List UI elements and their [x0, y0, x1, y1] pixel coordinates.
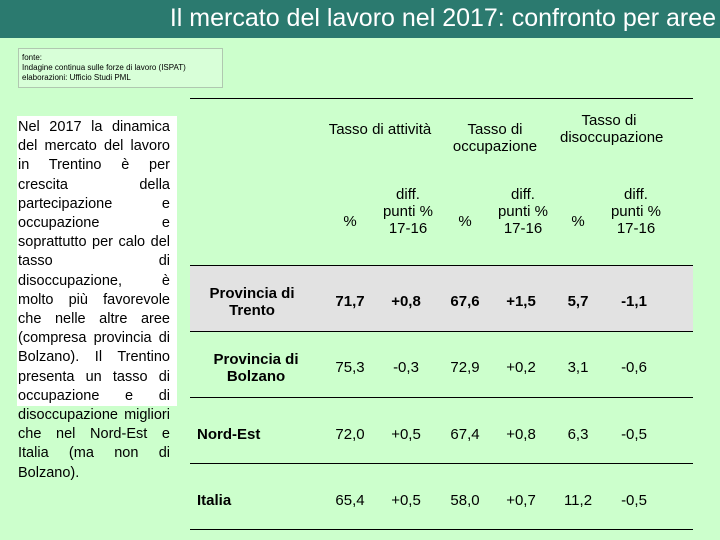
subheader-diff: diff. punti % 17-16 — [610, 186, 662, 237]
header-activity-rate: Tasso di attività — [328, 121, 432, 138]
table-cell: 58,0 — [450, 492, 480, 509]
page-title: Il mercato del lavoro nel 2017: confront… — [169, 4, 716, 32]
row-rule — [190, 397, 693, 398]
table-cell: -0,6 — [621, 359, 647, 376]
table-bottom-rule — [190, 529, 693, 530]
subheader-diff: diff. punti % 17-16 — [382, 186, 434, 237]
subheader-pct: % — [458, 213, 472, 230]
subheader-pct: % — [571, 213, 585, 230]
table-cell: 71,7 — [335, 293, 365, 310]
table-cell: +0,7 — [506, 492, 536, 509]
subheader-pct: % — [343, 213, 357, 230]
table-cell: +0,2 — [506, 359, 536, 376]
commentary-text: Nel 2017 la dinamica del mercato del lav… — [18, 119, 170, 481]
table-cell: 65,4 — [335, 492, 365, 509]
table-cell: -0,5 — [621, 426, 647, 443]
trento-row-highlight — [190, 265, 693, 331]
table-cell: -1,1 — [621, 293, 647, 310]
table-cell: 67,4 — [450, 426, 480, 443]
header-unemployment-rate: Tasso di disoccupazione — [560, 112, 664, 146]
note-background — [17, 116, 177, 406]
source-survey: Indagine continua sulle forze di lavoro … — [22, 63, 186, 72]
row-rule — [190, 463, 693, 464]
table-top-rule — [190, 98, 693, 99]
table-cell: +0,5 — [391, 492, 421, 509]
table-cell: -0,5 — [621, 492, 647, 509]
row-label-italia: Italia — [197, 492, 232, 509]
table-cell: 3,1 — [567, 359, 589, 376]
table-cell: 72,0 — [335, 426, 365, 443]
table-cell: 72,9 — [450, 359, 480, 376]
row-label-bolzano: Provincia di Bolzano — [213, 351, 299, 385]
table-cell: 11,2 — [563, 492, 593, 509]
row-rule — [190, 331, 693, 332]
table-cell: -0,3 — [393, 359, 419, 376]
row-label-nord-est: Nord-Est — [197, 426, 261, 443]
header-bottom-rule — [190, 265, 693, 266]
header-employment-rate: Tasso di occupazione — [452, 121, 538, 155]
row-label-trento: Provincia di Trento — [209, 285, 295, 319]
table-cell: +0,8 — [506, 426, 536, 443]
table-cell: +1,5 — [506, 293, 536, 310]
table-cell: +0,5 — [391, 426, 421, 443]
title-bar — [0, 0, 720, 38]
table-cell: 6,3 — [567, 426, 589, 443]
table-cell: +0,8 — [391, 293, 421, 310]
subheader-diff: diff. punti % 17-16 — [497, 186, 549, 237]
source-elaboration: elaborazioni: Ufficio Studi PML — [22, 73, 131, 82]
table-cell: 5,7 — [567, 293, 589, 310]
table-cell: 75,3 — [335, 359, 365, 376]
source-label: fonte: — [22, 53, 43, 62]
source-box: fonte: Indagine continua sulle forze di … — [18, 48, 223, 88]
table-cell: 67,6 — [450, 293, 480, 310]
